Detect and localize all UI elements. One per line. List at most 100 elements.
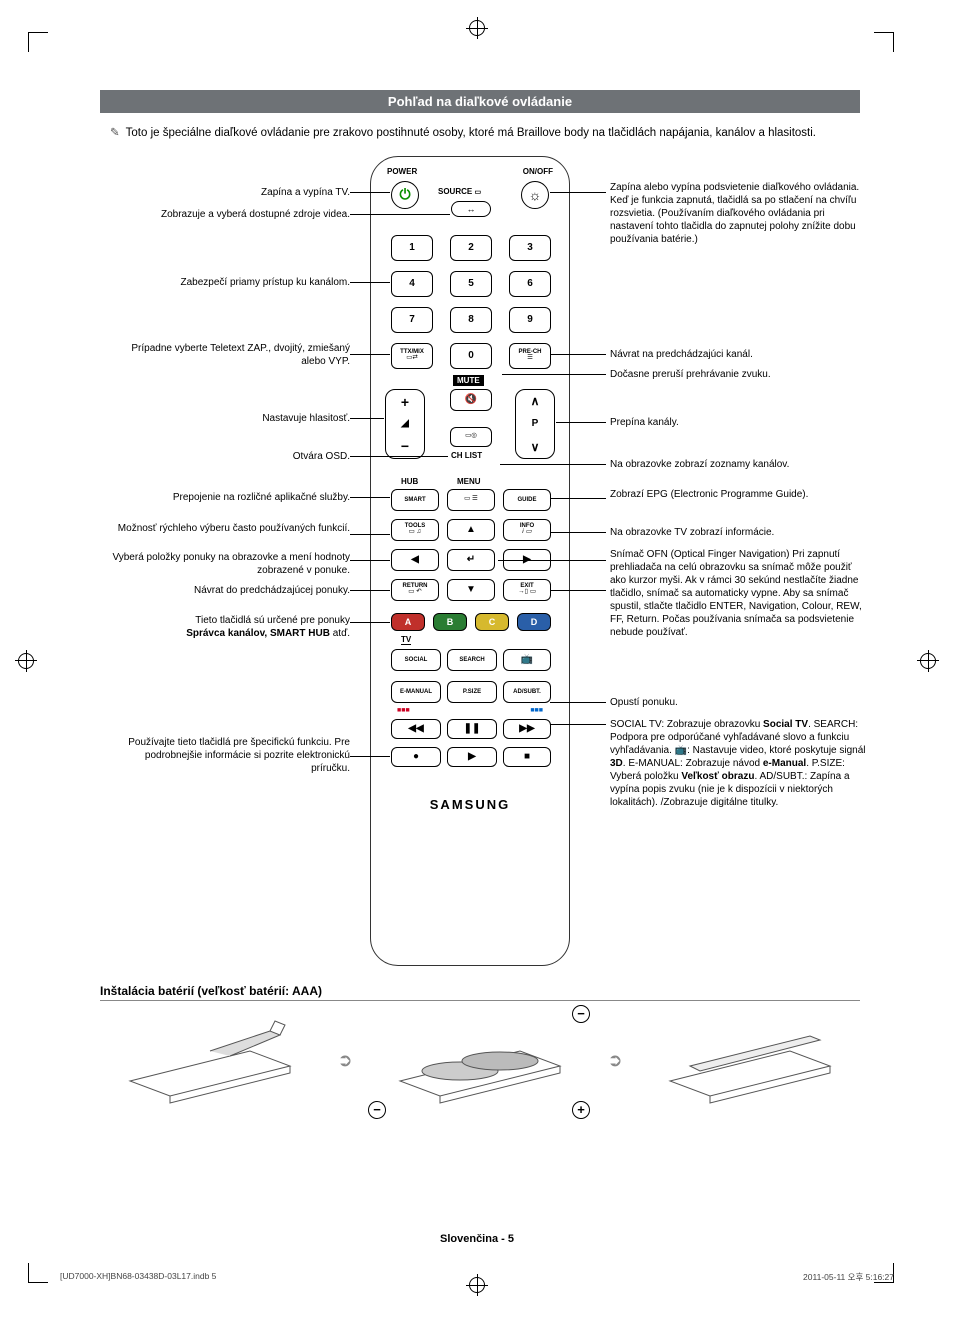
mute-button[interactable]: 🔇 xyxy=(450,389,492,411)
left-label: Tieto tlačidlá sú určené pre ponuky Sprá… xyxy=(110,614,350,640)
right-label: Opustí ponuku. xyxy=(610,696,870,709)
tools-button[interactable]: TOOLS▭ ♫ xyxy=(391,519,439,541)
menu-label: MENU xyxy=(457,477,481,486)
forward-button[interactable]: ▶▶ xyxy=(503,719,551,739)
nav-down[interactable]: ▼ xyxy=(447,579,495,601)
left-label: Vyberá položky ponuky na obrazovke a men… xyxy=(110,551,350,577)
return-button[interactable]: RETURN▭ ↶ xyxy=(391,579,439,601)
num-7[interactable]: 7 xyxy=(391,307,433,333)
left-label: Prepojenie na rozličné aplikačné služby. xyxy=(110,491,350,504)
ch-down-icon: ∨ xyxy=(531,440,540,454)
stop-button[interactable]: ■ xyxy=(503,747,551,767)
page-footer: Slovenčina - 5 xyxy=(0,1233,954,1245)
power-button[interactable]: ⏻ xyxy=(391,181,419,209)
social-button[interactable]: SOCIAL xyxy=(391,649,441,671)
left-label: Zabezpečí priamy prístup ku kanálom. xyxy=(110,276,350,289)
info-button[interactable]: INFOi ▭ xyxy=(503,519,551,541)
right-label: Na obrazovke zobrazí zoznamy kanálov. xyxy=(610,458,870,471)
color-a[interactable]: A xyxy=(391,613,425,631)
num-1[interactable]: 1 xyxy=(391,235,433,261)
light-icon xyxy=(529,187,542,203)
onoff-label: ON/OFF xyxy=(523,167,553,176)
right-label: Dočasne preruší prehrávanie zvuku. xyxy=(610,368,870,381)
right-label: Snímač OFN (Optical Finger Navigation) P… xyxy=(610,548,870,639)
indd-time: 2011-05-11 오후 5:16:27 xyxy=(803,1271,894,1283)
power-label: POWER xyxy=(387,167,417,176)
color-d[interactable]: D xyxy=(517,613,551,631)
crop-mark xyxy=(874,32,894,52)
play-button[interactable]: ▶ xyxy=(447,747,497,767)
remote-outline: POWER ON/OFF ⏻ SOURCE ▭ ↔ 1 2 3 4 5 6 7 … xyxy=(370,156,570,966)
section-header: Pohľad na diaľkové ovládanie xyxy=(100,90,860,113)
num-4[interactable]: 4 xyxy=(391,271,433,297)
left-label: Zapína a vypína TV. xyxy=(110,186,350,199)
menu-button[interactable]: ▭ ☰ xyxy=(447,489,495,511)
num-3[interactable]: 3 xyxy=(509,235,551,261)
guide-button[interactable]: GUIDE xyxy=(503,489,551,511)
arrow-icon: ➲ xyxy=(334,1050,356,1072)
left-label: Zobrazuje a vyberá dostupné zdroje videa… xyxy=(110,208,350,221)
note: ✎ Toto je špeciálne diaľkové ovládanie p… xyxy=(110,125,860,142)
prech-button[interactable]: PRE-CH☰ xyxy=(509,343,551,369)
vol-up-icon: + xyxy=(401,394,409,410)
color-c[interactable]: C xyxy=(475,613,509,631)
ch-up-icon: ∧ xyxy=(531,394,540,408)
registration-mark xyxy=(920,653,936,669)
hub-label: HUB xyxy=(401,477,418,486)
right-label: Prepína kanály. xyxy=(610,416,870,429)
source-button[interactable]: ↔ xyxy=(451,201,491,217)
exit-button[interactable]: EXIT→▯ ▭ xyxy=(503,579,551,601)
search-button[interactable]: SEARCH xyxy=(447,649,497,671)
registration-mark xyxy=(469,20,485,36)
battery-step-2 xyxy=(390,1011,570,1111)
emanual-button[interactable]: E-MANUAL xyxy=(391,681,441,703)
light-button[interactable] xyxy=(521,181,549,209)
rewind-button[interactable]: ◀◀ xyxy=(391,719,441,739)
num-2[interactable]: 2 xyxy=(450,235,492,261)
left-label: Nastavuje hlasitosť. xyxy=(110,412,350,425)
right-label: SOCIAL TV: Zobrazuje obrazovku Social TV… xyxy=(610,718,870,809)
power-icon: ⏻ xyxy=(399,186,410,203)
nav-up[interactable]: ▲ xyxy=(447,519,495,541)
adsubt-button[interactable]: AD/SUBT. xyxy=(503,681,551,703)
pause-button[interactable]: ❚❚ xyxy=(447,719,497,739)
chlist-label: CH LIST xyxy=(451,451,482,460)
num-0[interactable]: 0 xyxy=(450,343,492,369)
source-label: SOURCE ▭ xyxy=(438,187,481,196)
battery-step-3 xyxy=(660,1011,840,1111)
num-6[interactable]: 6 xyxy=(509,271,551,297)
ttx-button[interactable]: TTX/MIX▭⇄ xyxy=(391,343,433,369)
right-label: Zapína alebo vypína podsvietenie diaľkov… xyxy=(610,181,870,246)
volume-rocker[interactable]: + ◢ − xyxy=(385,389,425,459)
registration-mark xyxy=(18,653,34,669)
channel-rocker[interactable]: ∧ P ∨ xyxy=(515,389,555,459)
brand: SAMSUNG xyxy=(371,797,569,812)
battery-title: Inštalácia batérií (veľkosť batérií: AAA… xyxy=(100,984,860,1001)
3d-button[interactable]: 📺 xyxy=(503,649,551,671)
note-text: Toto je špeciálne diaľkové ovládanie pre… xyxy=(126,127,816,139)
right-label: Zobrazí EPG (Electronic Programme Guide)… xyxy=(610,488,870,501)
indd-file: [UD7000-XH]BN68-03438D-03L17.indb 5 xyxy=(60,1271,216,1283)
vol-icon: ◢ xyxy=(401,418,409,429)
num-8[interactable]: 8 xyxy=(450,307,492,333)
submenu-button[interactable]: ▭◎ xyxy=(450,427,492,447)
record-button[interactable]: ● xyxy=(391,747,441,767)
num-5[interactable]: 5 xyxy=(450,271,492,297)
battery-row: ➲ − − + ➲ xyxy=(100,1011,860,1111)
num-9[interactable]: 9 xyxy=(509,307,551,333)
left-label: Otvára OSD. xyxy=(110,450,350,463)
psize-button[interactable]: P.SIZE xyxy=(447,681,497,703)
left-label: Prípadne vyberte Teletext ZAP., dvojitý,… xyxy=(110,342,350,368)
enter-button[interactable]: ↵ xyxy=(447,549,495,571)
left-label: Návrat do predchádzajúcej ponuky. xyxy=(110,584,350,597)
plus-icon: + xyxy=(572,1101,590,1119)
left-label: Možnosť rýchleho výberu často používanýc… xyxy=(110,522,350,535)
plus-icon: − xyxy=(572,1005,590,1023)
crop-mark xyxy=(28,1263,48,1283)
arrow-icon: ➲ xyxy=(604,1050,626,1072)
nav-left[interactable]: ◀ xyxy=(391,549,439,571)
tv-label: TV xyxy=(401,635,411,645)
p-label: P xyxy=(532,418,539,429)
color-b[interactable]: B xyxy=(433,613,467,631)
smart-button[interactable]: SMART xyxy=(391,489,439,511)
